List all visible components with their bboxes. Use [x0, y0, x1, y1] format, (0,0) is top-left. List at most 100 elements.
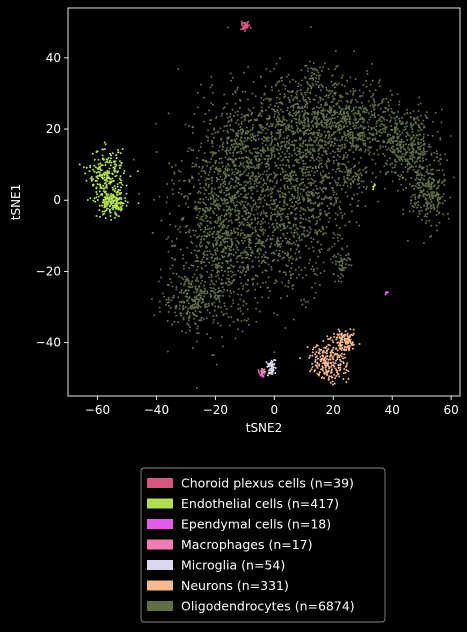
data-point [243, 267, 246, 270]
data-point [251, 128, 254, 131]
data-point [281, 140, 284, 143]
data-point [431, 181, 434, 184]
data-point [284, 177, 287, 180]
data-point [337, 150, 340, 153]
data-point [257, 160, 260, 163]
data-point [433, 151, 436, 154]
data-point [196, 276, 199, 279]
data-point [332, 159, 335, 162]
data-point [364, 171, 367, 174]
data-point [419, 191, 422, 194]
data-point [333, 151, 336, 154]
data-point [272, 203, 275, 206]
data-point [196, 236, 199, 239]
data-point [197, 201, 200, 204]
data-point [260, 220, 263, 223]
data-point [208, 233, 211, 236]
data-point [267, 157, 270, 160]
data-point [368, 141, 371, 143]
data-point [221, 274, 224, 277]
data-point [357, 110, 360, 113]
data-point [96, 183, 99, 186]
data-point [365, 69, 368, 72]
data-point [420, 218, 423, 221]
data-point [226, 277, 229, 280]
data-point [304, 306, 307, 309]
data-point [94, 179, 97, 182]
data-point [353, 193, 356, 196]
data-point [241, 330, 244, 333]
data-point [289, 199, 291, 202]
data-point [262, 151, 265, 154]
data-point [338, 227, 341, 229]
data-point [438, 201, 441, 204]
data-point [312, 238, 315, 241]
data-point [433, 191, 436, 194]
data-point [252, 106, 255, 109]
data-point [317, 166, 320, 169]
data-point [199, 228, 202, 231]
data-point [234, 251, 237, 254]
data-point [262, 179, 265, 182]
data-point [349, 182, 352, 185]
data-point [326, 166, 329, 169]
data-point [423, 178, 425, 181]
data-point [292, 178, 295, 181]
data-point [210, 290, 213, 293]
data-point [223, 255, 226, 258]
data-point [196, 386, 198, 389]
data-point [248, 137, 251, 140]
data-point [331, 95, 334, 98]
data-point [101, 174, 104, 177]
data-point [285, 136, 288, 139]
data-point [437, 160, 440, 162]
data-point [331, 116, 334, 119]
data-point [277, 89, 280, 92]
data-point [250, 208, 253, 210]
data-point [196, 157, 199, 159]
data-point [275, 280, 278, 283]
data-point [332, 273, 335, 276]
data-point [215, 117, 217, 120]
data-point [298, 196, 301, 199]
data-point [210, 202, 212, 205]
data-point [244, 116, 247, 119]
data-point [272, 226, 275, 229]
data-point [192, 264, 195, 267]
data-point [100, 164, 103, 167]
data-point [223, 199, 226, 202]
data-point [215, 197, 218, 200]
data-point [265, 215, 267, 217]
data-point [180, 219, 183, 221]
data-point [311, 157, 314, 160]
data-point [264, 281, 267, 284]
data-point [276, 215, 279, 218]
data-point [237, 151, 240, 154]
data-point [393, 166, 396, 168]
data-point [310, 268, 313, 271]
data-point [233, 204, 236, 206]
data-point [417, 119, 420, 122]
data-point [265, 67, 268, 70]
data-point [231, 242, 234, 245]
data-point [336, 129, 339, 132]
data-point [380, 122, 383, 125]
data-point [391, 128, 394, 131]
data-point [179, 312, 182, 315]
data-point [228, 324, 231, 327]
data-point [355, 147, 358, 150]
data-point [312, 110, 315, 113]
data-point [273, 113, 276, 116]
data-point [360, 149, 363, 152]
data-point [286, 251, 289, 254]
data-point [443, 173, 446, 176]
data-point [426, 212, 429, 215]
data-point [315, 184, 317, 187]
data-point [290, 197, 293, 200]
data-point [213, 136, 216, 139]
data-point [437, 203, 440, 206]
data-point [384, 187, 386, 190]
data-point [209, 286, 212, 289]
data-point [321, 123, 323, 126]
data-point [281, 195, 284, 198]
